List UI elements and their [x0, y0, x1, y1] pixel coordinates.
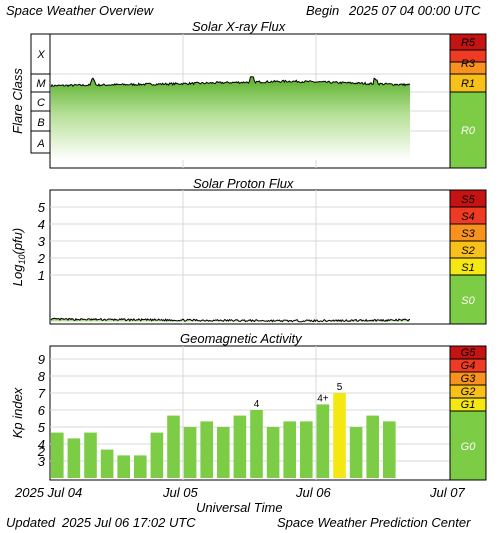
kp-tick-3: 3 [38, 454, 46, 469]
scale-s5: S5 [461, 194, 475, 206]
kp-tick-4: 4 [38, 437, 45, 452]
xaxis-title: Universal Time [196, 500, 283, 515]
proton-tick-2: 2 [37, 251, 46, 266]
kp-bar [300, 421, 313, 478]
kp-data-labels: 4 4+ 5 [254, 382, 343, 410]
kp-bar [67, 438, 81, 478]
proton-panel-frame [49, 189, 451, 325]
scale-g3: G3 [461, 373, 477, 385]
geomag-scale-column [449, 345, 487, 481]
scale-g0: G0 [461, 441, 477, 453]
scale-s1: S1 [461, 262, 474, 274]
kp-bar [183, 427, 197, 478]
kp-bar [383, 421, 396, 478]
kp-bar [366, 415, 379, 478]
kp-tick-9: 9 [38, 352, 45, 367]
kp-ylabel: Kp index [10, 387, 25, 438]
x-tick-jul05: Jul 05 [162, 485, 198, 500]
begin-value: 2025 07 04 00:00 UTC [349, 3, 481, 18]
chart-title: Space Weather Overview [6, 3, 154, 18]
x-tick-jul07: Jul 07 [429, 485, 465, 500]
kp-bar [333, 393, 346, 478]
kp-bar [100, 449, 114, 478]
scale-s0: S0 [461, 295, 475, 307]
updated-value: 2025 Jul 06 17:02 UTC [62, 515, 196, 530]
proton-panel-title: Solar Proton Flux [193, 176, 294, 191]
proton-tick-3: 3 [38, 234, 46, 249]
proton-flux-line [50, 317, 410, 323]
proton-scale-column [449, 189, 487, 325]
scale-g2: G2 [461, 386, 476, 398]
kp-data-label: 4 [254, 399, 260, 410]
scale-s4: S4 [461, 211, 474, 223]
kp-bars [51, 393, 396, 478]
kp-tick-5: 5 [38, 420, 46, 435]
scale-r5: R5 [461, 37, 476, 49]
kp-data-label: 4+ [317, 393, 329, 404]
proton-ylabel: Log10(pfu) [10, 228, 27, 286]
proton-grid [50, 190, 450, 324]
xray-tick-c: C [37, 97, 45, 109]
scale-r0: R0 [461, 125, 476, 137]
kp-bar [316, 404, 330, 478]
kp-bar [51, 432, 64, 478]
proton-tick-5: 5 [38, 200, 46, 215]
xray-flux-line [50, 76, 411, 88]
geomag-panel-title: Geomagnetic Activity [180, 331, 302, 346]
xray-ylabel: Flare Class [10, 68, 25, 134]
kp-bar [167, 415, 180, 478]
kp-bar [250, 410, 263, 478]
scale-r1: R1 [461, 78, 475, 90]
kp-bar [266, 427, 280, 478]
kp-tick-6: 6 [38, 403, 46, 418]
proton-tick-4: 4 [38, 217, 45, 232]
begin-label: Begin [306, 3, 340, 18]
kp-bar [349, 427, 363, 478]
scale-r3: R3 [461, 58, 476, 70]
kp-tick-7: 7 [38, 386, 46, 401]
kp-data-label: 5 [337, 382, 343, 393]
proton-tick-1: 1 [38, 268, 45, 283]
xray-panel-title: Solar X-ray Flux [192, 19, 286, 34]
updated-label: Updated [6, 515, 56, 530]
x-tick-jul06: Jul 06 [295, 485, 331, 500]
kp-bar [200, 421, 213, 478]
kp-bar [283, 421, 296, 478]
xray-tick-a: A [36, 138, 44, 150]
kp-bar [84, 432, 97, 478]
kp-bar [134, 455, 147, 478]
xray-scale-column [449, 33, 487, 169]
scale-g5: G5 [461, 347, 477, 359]
xray-flux-area [51, 76, 410, 160]
kp-bar [117, 455, 130, 478]
kp-tick-2: 2 [37, 444, 46, 459]
scale-g1: G1 [461, 399, 476, 411]
flare-class-axis-box [30, 33, 51, 154]
source-credit: Space Weather Prediction Center [277, 515, 471, 530]
kp-tick-8: 8 [38, 369, 46, 384]
xray-tick-m: M [36, 78, 46, 90]
kp-bar [233, 415, 247, 478]
x-tick-jul04: 2025 Jul 04 [14, 485, 82, 500]
scale-s2: S2 [461, 245, 474, 257]
xray-tick-b: B [37, 117, 44, 129]
kp-bar [150, 432, 164, 478]
xray-tick-x: X [36, 49, 45, 61]
kp-bar [217, 427, 230, 478]
scale-g4: G4 [461, 360, 476, 372]
scale-s3: S3 [461, 228, 475, 240]
